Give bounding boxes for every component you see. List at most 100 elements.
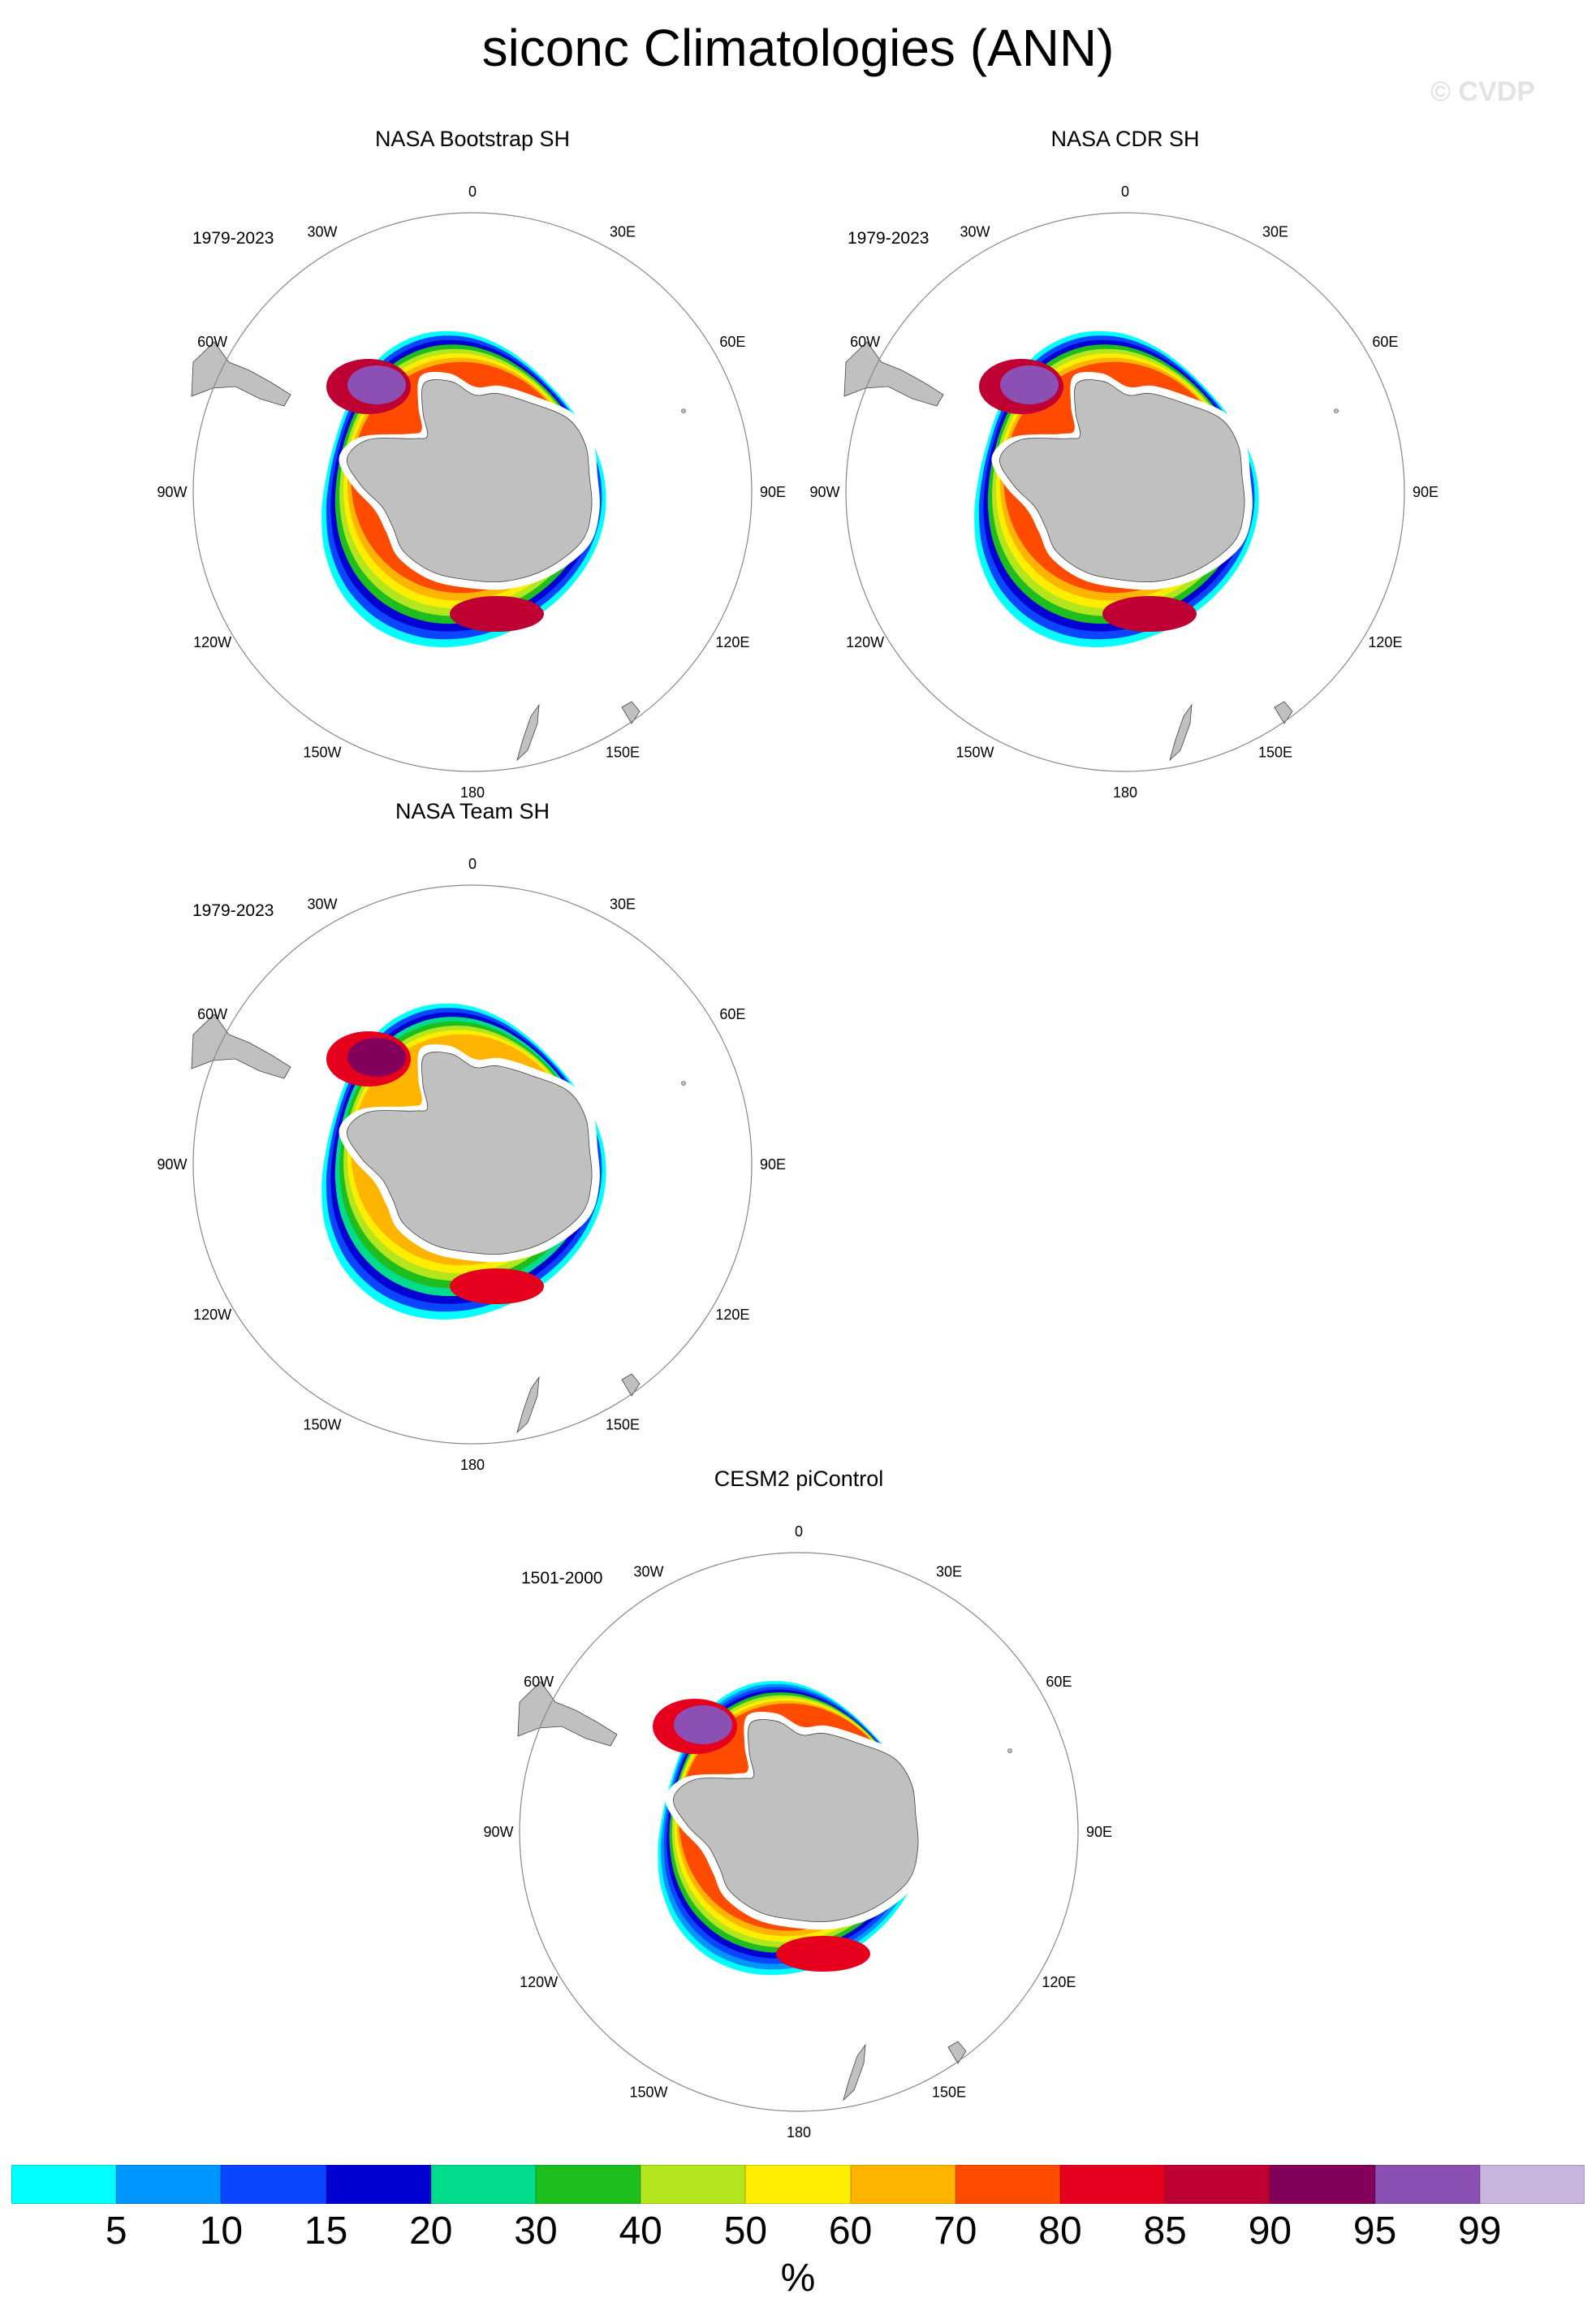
longitude-label-60w: 60W <box>850 334 880 350</box>
tasmania <box>1274 701 1293 724</box>
longitude-label-150e: 150E <box>1258 744 1292 760</box>
map-panel-nasa-team: NASA Team SH 1979-2023 0 30E 60E 90E 120E 150… <box>148 799 797 1489</box>
longitude-label-120e: 120E <box>715 634 749 650</box>
tasmania <box>621 701 641 724</box>
longitude-label-180: 180 <box>787 2124 811 2141</box>
longitude-label-150w: 150W <box>303 1416 341 1432</box>
longitude-label-30e: 30E <box>610 896 636 913</box>
longitude-label-90w: 90W <box>809 484 839 500</box>
longitude-label-120w: 120W <box>846 634 884 650</box>
kerguelen-island <box>681 1081 686 1086</box>
colorbar-box <box>326 2165 431 2204</box>
longitude-label-30w: 30W <box>307 896 337 913</box>
panel-title: NASA Bootstrap SH <box>374 127 571 151</box>
panel-years: 1979-2023 <box>192 901 274 920</box>
longitude-label-150w: 150W <box>629 2084 667 2100</box>
longitude-label-60e: 60E <box>719 1006 745 1022</box>
colorbar-tick-label: 15 <box>304 2210 348 2253</box>
new-zealand <box>843 2043 866 2102</box>
polar-map: 0 30E 60E 90E 120E 150E 180 150W 120W 90W 60W 30W <box>483 1523 1112 2141</box>
colorbar-box <box>430 2165 536 2204</box>
colorbar-box <box>536 2165 641 2204</box>
longitude-label-30e: 30E <box>936 1564 962 1580</box>
longitude-label-60e: 60E <box>1046 1674 1072 1690</box>
colorbar-box <box>1165 2165 1270 2204</box>
weddell-max <box>1000 365 1059 404</box>
weddell-max <box>674 1705 732 1744</box>
map-panel-nasa-cdr: NASA CDR SH 1979-2023 0 30E 60E 90E 120E 150E… <box>800 127 1450 817</box>
longitude-label-30w: 30W <box>960 224 990 240</box>
panel-title: NASA Team SH <box>395 799 550 823</box>
colorbar-box <box>955 2165 1060 2204</box>
longitude-label-90e: 90E <box>1413 484 1439 500</box>
colorbar-tick-label: 99 <box>1458 2210 1502 2253</box>
colorbar-box <box>1479 2165 1585 2204</box>
tasmania <box>621 1373 641 1397</box>
longitude-label-90w: 90W <box>157 1156 187 1173</box>
colorbar-tick-label: 20 <box>409 2210 453 2253</box>
colorbar-tick-label: 5 <box>105 2210 127 2253</box>
longitude-label-60e: 60E <box>1372 334 1398 350</box>
colorbar-tick-label: 80 <box>1038 2210 1082 2253</box>
colorbar-tick-label: 30 <box>514 2210 558 2253</box>
longitude-label-180: 180 <box>460 1457 485 1473</box>
south-america-tip <box>843 341 944 407</box>
longitude-label-90e: 90E <box>1086 1824 1112 1840</box>
colorbar-tick-label: 40 <box>619 2210 662 2253</box>
panel-title: NASA CDR SH <box>1050 127 1200 151</box>
longitude-label-0: 0 <box>795 1523 803 1540</box>
longitude-label-150e: 150E <box>606 1416 640 1432</box>
longitude-label-150e: 150E <box>606 744 640 760</box>
longitude-label-60w: 60W <box>197 1006 227 1022</box>
colorbar-tick-label: 70 <box>934 2210 977 2253</box>
tasmania <box>947 2041 967 2064</box>
kerguelen-island <box>1334 408 1339 413</box>
weddell-max <box>347 365 406 404</box>
colorbar-box <box>116 2165 222 2204</box>
longitude-label-0: 0 <box>468 184 477 200</box>
longitude-label-120e: 120E <box>1368 634 1402 650</box>
antarctica-landmass <box>347 379 593 583</box>
map-boundary <box>192 884 753 1445</box>
colorbar-tick-label: 10 <box>199 2210 244 2253</box>
panel-title: CESM2 piControl <box>714 1467 884 1491</box>
colorbar-box <box>745 2165 851 2204</box>
colorbar-tick-label: 50 <box>723 2210 768 2253</box>
map-panel-nasa-bootstrap: NASA Bootstrap SH 1979-2023 0 30E 60E 90E 12… <box>148 127 797 817</box>
longitude-label-60w: 60W <box>197 334 227 350</box>
weddell-max <box>347 1038 406 1077</box>
colorbar-unit: % <box>780 2257 816 2300</box>
longitude-label-120e: 120E <box>1042 1974 1076 1990</box>
panel-years: 1979-2023 <box>848 229 930 248</box>
colorbar-box <box>221 2165 326 2204</box>
colorbar-box <box>641 2165 746 2204</box>
watermark: © CVDP <box>1430 76 1535 107</box>
kerguelen-island <box>681 408 686 413</box>
longitude-label-150w: 150W <box>955 744 994 760</box>
panel-years: 1979-2023 <box>192 229 274 248</box>
longitude-label-30e: 30E <box>610 224 636 240</box>
longitude-label-0: 0 <box>1121 184 1129 200</box>
south-america-tip <box>191 341 291 407</box>
panel-years: 1501-2000 <box>521 1569 603 1588</box>
polar-map: 0 30E 60E 90E 120E 150E 180 150W 120W 90W 60W 30W <box>157 856 786 1473</box>
ross-max <box>450 596 544 632</box>
south-america-tip <box>517 1681 618 1747</box>
longitude-label-150w: 150W <box>303 744 341 760</box>
colorbar-box <box>1060 2165 1166 2204</box>
longitude-label-0: 0 <box>468 856 477 872</box>
ross-max <box>776 1936 870 1972</box>
polar-map: 0 30E 60E 90E 120E 150E 180 150W 120W 90W 60W 30W <box>157 184 786 801</box>
ross-max <box>450 1268 544 1304</box>
polar-map: 0 30E 60E 90E 120E 150E 180 150W 120W 90W 60W 30W <box>809 184 1439 801</box>
new-zealand <box>1169 703 1193 762</box>
longitude-label-60w: 60W <box>524 1674 554 1690</box>
south-america-tip <box>191 1013 291 1079</box>
colorbar-tick-label: 95 <box>1352 2210 1397 2253</box>
new-zealand <box>516 703 540 762</box>
ross-max <box>1102 596 1197 632</box>
colorbar-tick-label: 85 <box>1143 2210 1187 2253</box>
colorbar-box <box>850 2165 955 2204</box>
longitude-label-120w: 120W <box>520 1974 558 1990</box>
longitude-label-150e: 150E <box>932 2084 966 2100</box>
